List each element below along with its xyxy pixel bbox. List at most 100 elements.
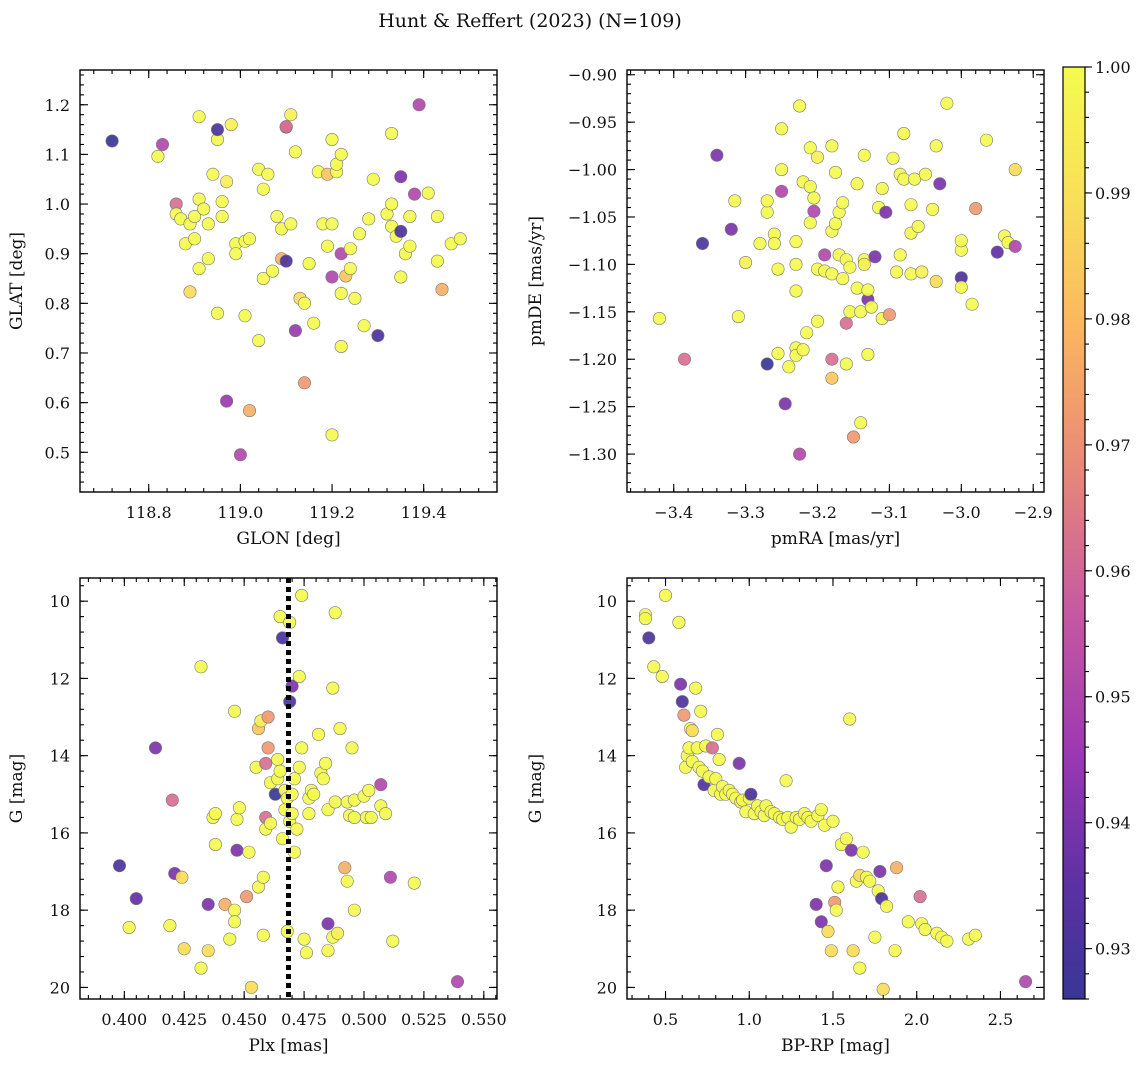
figure-title: Hunt & Reffert (2023) (N=109) [378,10,682,32]
point [897,127,911,141]
point [230,812,244,826]
point [325,133,339,147]
point [836,272,850,286]
point [828,217,842,231]
point [796,343,810,357]
point [886,151,900,165]
point [775,163,789,177]
point [325,270,339,284]
point [302,257,316,271]
point [789,257,803,271]
y-tick-label: 1.2 [45,96,70,115]
point [194,660,208,674]
point [386,934,400,948]
point [825,267,839,281]
point [211,306,225,320]
point [421,186,435,200]
y-axis-label: G [mag] [7,754,27,823]
point [233,448,247,462]
x-tick-label: 119.2 [309,503,355,522]
point [954,280,968,294]
point [403,239,417,253]
point [275,631,289,645]
point [814,803,828,817]
point [192,110,206,124]
y-tick-label: 16 [50,824,70,843]
point [450,975,464,989]
x-tick-label: 119.0 [217,503,263,522]
point [793,447,807,461]
point [364,810,378,824]
point [273,764,287,778]
x-tick-label: −3.3 [726,503,765,522]
y-tick-label: 0.9 [45,245,70,264]
y-tick-label: 20 [597,978,617,997]
point [853,961,867,975]
point [672,615,686,629]
point [412,98,426,112]
x-tick-label: −3.1 [870,503,909,522]
point [122,920,136,934]
point [328,606,342,620]
point [326,681,340,695]
y-tick-label: 0.7 [45,344,70,363]
point [990,245,1004,259]
point [760,357,774,371]
point [321,917,335,931]
point [261,167,275,181]
point [731,310,745,324]
point [904,198,918,212]
point [290,822,304,836]
panel-plx-g: 0.400 0.425 0.450 0.475 0.500 0.525 0.550 10 12 1… [7,577,507,1056]
point [156,138,170,152]
point [453,232,467,246]
point [825,352,839,366]
point [890,861,904,875]
point [238,309,252,323]
point [403,210,417,224]
point [1019,975,1033,989]
point [873,864,887,878]
point [302,807,316,821]
point [652,311,666,325]
y-tick-label: 1.1 [45,145,70,164]
point [374,778,388,792]
point [800,326,814,340]
point [259,756,273,770]
point [343,242,357,256]
point [243,404,257,418]
point [843,712,857,726]
point [279,254,293,268]
point [760,205,774,219]
colorbar: 0.93 0.94 0.95 0.96 0.97 0.98 0.99 1.00 [1062,58,1131,1000]
point [307,316,321,330]
point [385,197,399,211]
point [362,783,376,797]
point [362,212,376,226]
point [383,870,397,884]
point [647,660,661,674]
point [271,752,285,766]
point [695,237,709,251]
point [911,220,925,234]
point [857,148,871,162]
point [348,291,362,305]
point [861,283,875,297]
point [918,922,932,936]
point [394,170,408,184]
point [803,180,817,194]
x-tick-label: 119.4 [401,503,447,522]
point [807,191,821,205]
point [228,915,242,929]
point [850,177,864,191]
x-tick-label: 118.8 [126,503,172,522]
point [809,897,823,911]
point [724,222,738,236]
point [430,254,444,268]
point [675,695,689,709]
point [319,756,333,770]
point [940,96,954,110]
point [868,250,882,264]
point [778,397,792,411]
point [345,741,359,755]
